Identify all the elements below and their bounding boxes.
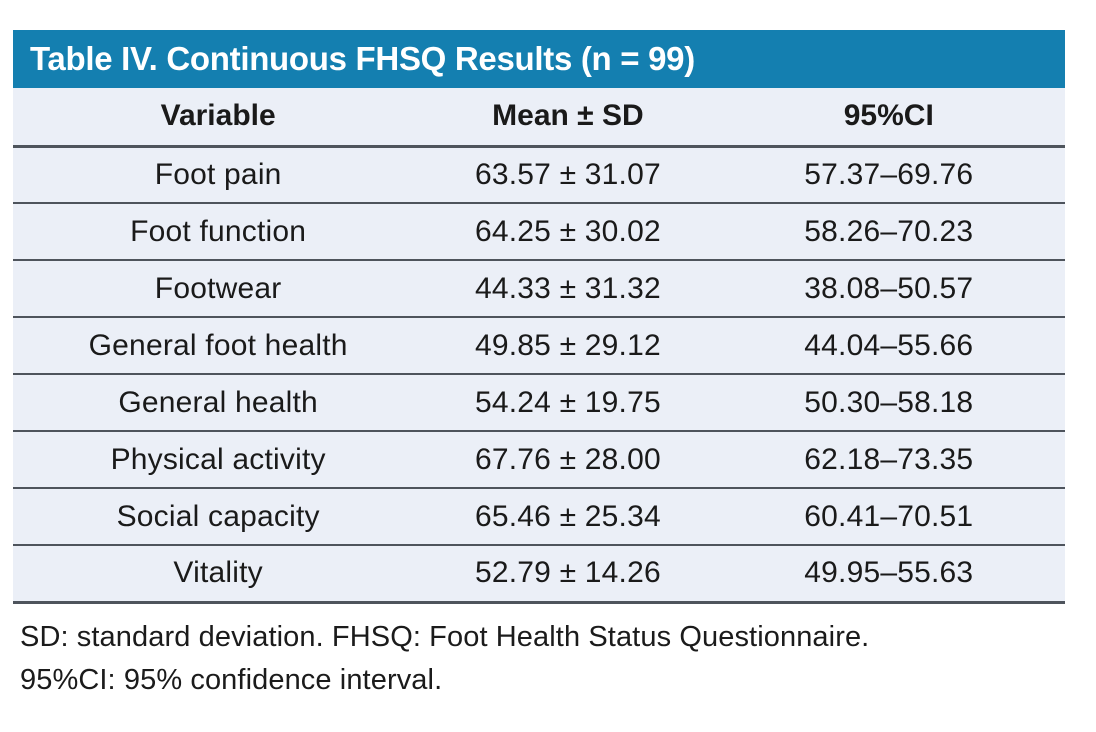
table-row: Physical activity 67.76 ± 28.00 62.18–73…: [13, 431, 1065, 489]
ci-cell: 62.18–73.35: [712, 431, 1065, 489]
mean-sd-cell: 65.46 ± 25.34: [423, 488, 713, 546]
column-header-95ci: 95%CI: [712, 88, 1065, 148]
ci-cell: 44.04–55.66: [712, 317, 1065, 375]
table-title: Table IV. Continuous FHSQ Results (n = 9…: [30, 40, 695, 77]
mean-sd-cell: 63.57 ± 31.07: [423, 146, 713, 204]
mean-sd-cell: 64.25 ± 30.02: [423, 203, 713, 261]
variable-cell: Vitality: [13, 545, 424, 604]
column-header-variable: Variable: [13, 88, 424, 148]
variable-cell: Physical activity: [13, 431, 424, 489]
table-footnotes: SD: standard deviation. FHSQ: Foot Healt…: [20, 616, 869, 702]
footnote-abbreviations: SD: standard deviation. FHSQ: Foot Healt…: [20, 621, 870, 653]
fhsq-results-table: Variable Mean ± SD 95%CI Foot pain 63.57…: [13, 88, 1065, 604]
table-row: General foot health 49.85 ± 29.12 44.04–…: [13, 317, 1065, 375]
mean-sd-cell: 54.24 ± 19.75: [423, 374, 713, 432]
table-title-bar: Table IV. Continuous FHSQ Results (n = 9…: [13, 30, 1065, 88]
table-row: Foot function 64.25 ± 30.02 58.26–70.23: [13, 203, 1065, 261]
variable-cell: Foot pain: [13, 146, 424, 204]
table-row: General health 54.24 ± 19.75 50.30–58.18: [13, 374, 1065, 432]
table-header-row: Variable Mean ± SD 95%CI: [13, 88, 1065, 148]
mean-sd-cell: 52.79 ± 14.26: [423, 545, 713, 604]
variable-cell: Social capacity: [13, 488, 424, 546]
mean-sd-cell: 49.85 ± 29.12: [423, 317, 713, 375]
ci-cell: 58.26–70.23: [712, 203, 1065, 261]
ci-cell: 49.95–55.63: [712, 545, 1065, 604]
variable-cell: Foot function: [13, 203, 424, 261]
ci-cell: 38.08–50.57: [712, 260, 1065, 318]
column-header-mean-sd: Mean ± SD: [423, 88, 713, 148]
table-row: Foot pain 63.57 ± 31.07 57.37–69.76: [13, 146, 1065, 204]
table-row: Footwear 44.33 ± 31.32 38.08–50.57: [13, 260, 1065, 318]
ci-cell: 50.30–58.18: [712, 374, 1065, 432]
variable-cell: General foot health: [13, 317, 424, 375]
table-row: Social capacity 65.46 ± 25.34 60.41–70.5…: [13, 488, 1065, 546]
ci-cell: 57.37–69.76: [712, 146, 1065, 204]
variable-cell: Footwear: [13, 260, 424, 318]
footnote-ci-definition: 95%CI: 95% confidence interval.: [20, 664, 443, 696]
mean-sd-cell: 67.76 ± 28.00: [423, 431, 713, 489]
mean-sd-cell: 44.33 ± 31.32: [423, 260, 713, 318]
table-row: Vitality 52.79 ± 14.26 49.95–55.63: [13, 545, 1065, 604]
fhsq-results-table-container: Table IV. Continuous FHSQ Results (n = 9…: [13, 30, 1065, 604]
ci-cell: 60.41–70.51: [712, 488, 1065, 546]
variable-cell: General health: [13, 374, 424, 432]
